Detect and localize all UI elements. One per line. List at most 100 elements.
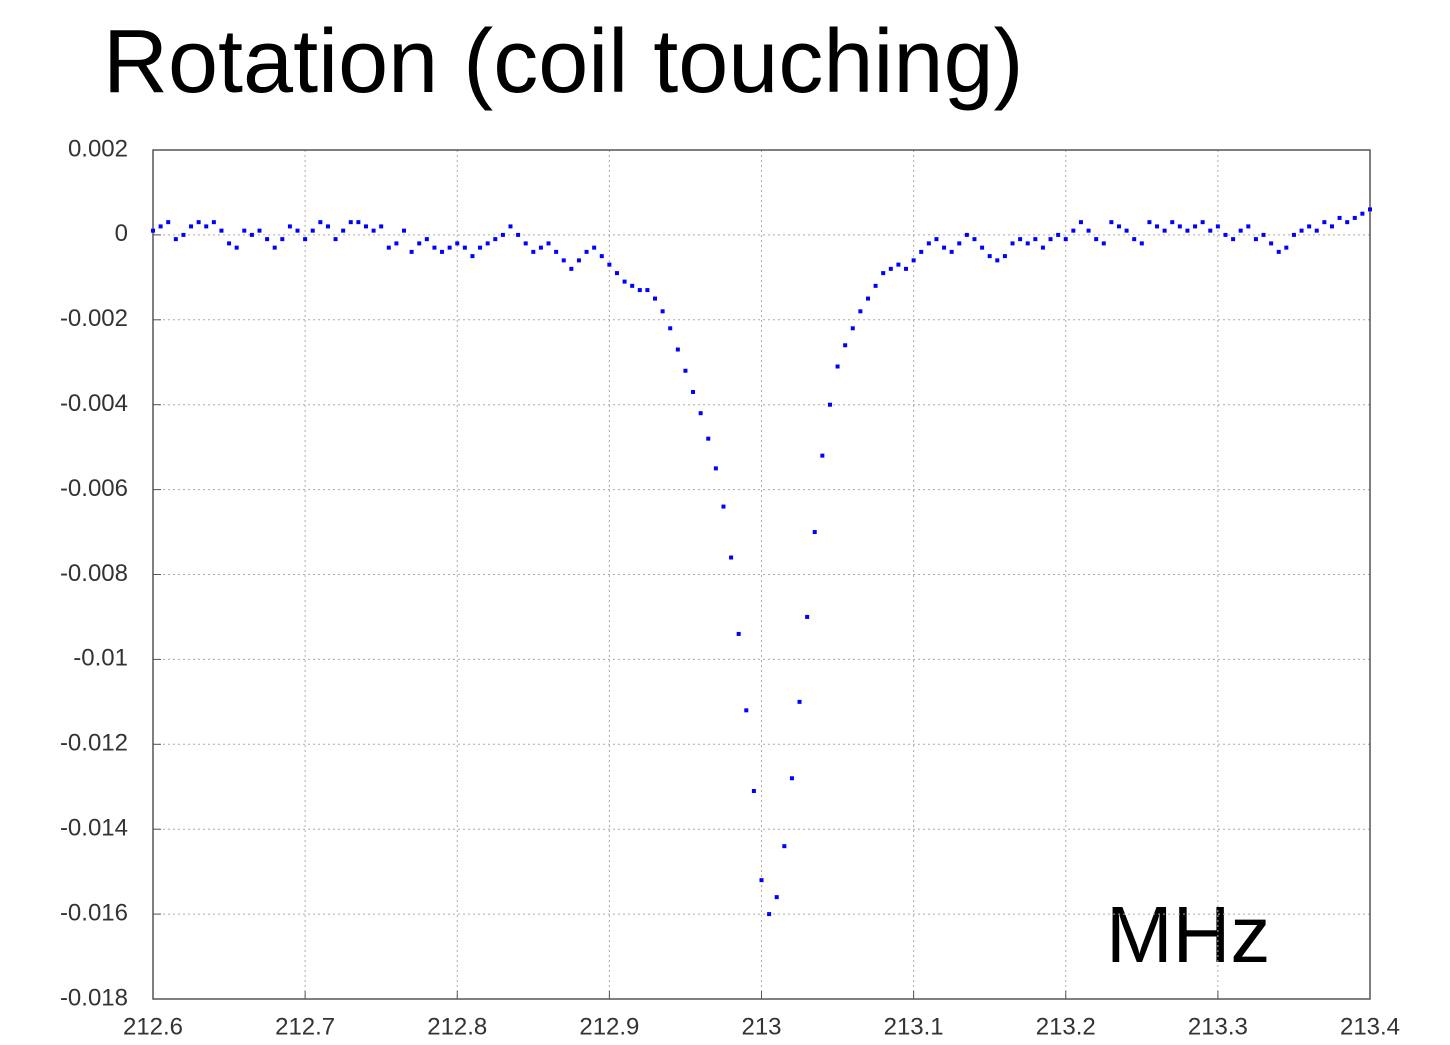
point bbox=[478, 245, 483, 250]
point bbox=[181, 232, 186, 237]
point bbox=[1246, 224, 1251, 229]
x-tick-label: 212.8 bbox=[427, 1013, 487, 1040]
point bbox=[1071, 228, 1076, 233]
point bbox=[1345, 220, 1350, 225]
point bbox=[356, 220, 361, 225]
point bbox=[850, 326, 855, 331]
point bbox=[744, 708, 749, 713]
point bbox=[805, 614, 810, 619]
point bbox=[1208, 228, 1213, 233]
point bbox=[318, 220, 323, 225]
point bbox=[820, 453, 825, 458]
point bbox=[645, 288, 650, 293]
point bbox=[995, 258, 1000, 263]
point bbox=[1231, 237, 1236, 242]
point bbox=[409, 249, 414, 254]
point bbox=[1086, 228, 1091, 233]
point bbox=[789, 776, 794, 781]
point bbox=[1063, 237, 1068, 242]
point bbox=[219, 228, 224, 233]
point bbox=[1314, 228, 1319, 233]
point bbox=[493, 237, 498, 242]
y-tick-label: 0.002 bbox=[68, 135, 128, 162]
point bbox=[166, 220, 171, 225]
point bbox=[265, 237, 270, 242]
point bbox=[341, 228, 346, 233]
point bbox=[1170, 220, 1175, 225]
point bbox=[417, 241, 422, 246]
point bbox=[348, 220, 353, 225]
point bbox=[440, 249, 445, 254]
point bbox=[500, 232, 505, 237]
point bbox=[607, 262, 612, 267]
point bbox=[379, 224, 384, 229]
point bbox=[1025, 241, 1030, 246]
point bbox=[630, 283, 635, 288]
point bbox=[759, 878, 764, 883]
point bbox=[1307, 224, 1312, 229]
point bbox=[858, 309, 863, 314]
point bbox=[751, 788, 756, 793]
point bbox=[774, 895, 779, 900]
point bbox=[1155, 224, 1160, 229]
point bbox=[904, 266, 909, 271]
point bbox=[767, 912, 772, 917]
point bbox=[1291, 232, 1296, 237]
point bbox=[1276, 249, 1281, 254]
point bbox=[196, 220, 201, 225]
point bbox=[896, 262, 901, 267]
point bbox=[812, 530, 817, 535]
point bbox=[470, 254, 475, 259]
point bbox=[683, 368, 688, 373]
point bbox=[698, 411, 703, 416]
point bbox=[386, 245, 391, 250]
point bbox=[782, 844, 787, 849]
point bbox=[523, 241, 528, 246]
point bbox=[691, 389, 696, 394]
point bbox=[561, 258, 566, 263]
point bbox=[295, 228, 300, 233]
y-tick-label: 0 bbox=[115, 220, 128, 247]
x-tick-label: 213.4 bbox=[1340, 1013, 1400, 1040]
y-tick-label: -0.008 bbox=[60, 560, 128, 587]
point bbox=[234, 245, 239, 250]
x-tick-label: 213.2 bbox=[1036, 1013, 1096, 1040]
point bbox=[554, 249, 559, 254]
point bbox=[736, 631, 741, 636]
point bbox=[881, 271, 886, 276]
point bbox=[325, 224, 330, 229]
point bbox=[432, 245, 437, 250]
point bbox=[280, 237, 285, 242]
point bbox=[173, 237, 178, 242]
point bbox=[1002, 254, 1007, 259]
point bbox=[660, 309, 665, 314]
point bbox=[1109, 220, 1114, 225]
point bbox=[576, 258, 581, 263]
point bbox=[1177, 224, 1182, 229]
point bbox=[706, 436, 711, 441]
y-tick-label: -0.018 bbox=[60, 984, 128, 1011]
y-tick-label: -0.014 bbox=[60, 815, 128, 842]
point bbox=[957, 241, 962, 246]
point bbox=[675, 347, 680, 352]
point bbox=[447, 245, 452, 250]
point bbox=[310, 228, 315, 233]
point bbox=[911, 258, 916, 263]
point bbox=[1018, 237, 1023, 242]
point bbox=[865, 296, 870, 301]
point bbox=[1162, 228, 1167, 233]
point bbox=[204, 224, 209, 229]
point bbox=[1299, 228, 1304, 233]
point bbox=[835, 364, 840, 369]
point bbox=[942, 245, 947, 250]
plot-frame bbox=[152, 149, 1371, 1000]
point bbox=[980, 245, 985, 250]
point bbox=[189, 224, 194, 229]
point bbox=[1056, 232, 1061, 237]
point bbox=[972, 237, 977, 242]
point bbox=[926, 241, 931, 246]
point bbox=[622, 279, 627, 284]
point bbox=[485, 241, 490, 246]
point bbox=[363, 224, 368, 229]
